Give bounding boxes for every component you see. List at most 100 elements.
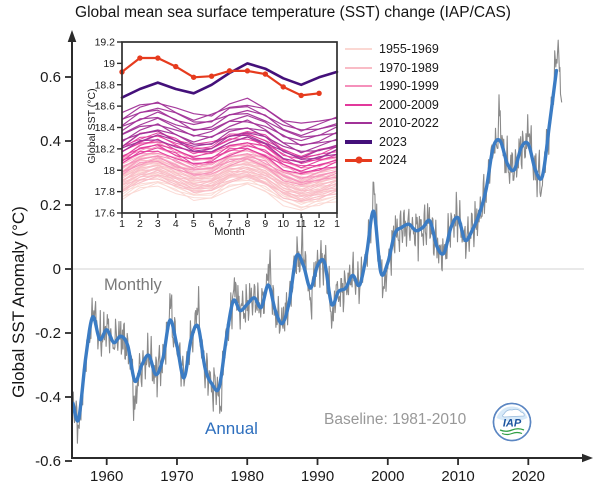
inset-line-2010-2022-2 [121, 130, 338, 159]
iap-logo-text: IAP [503, 418, 522, 430]
legend-line [345, 103, 372, 106]
legend-line [345, 122, 372, 125]
inset-y-tick-label: 18.4 [95, 122, 116, 134]
legend-line-swatch [345, 122, 372, 125]
inset-2024-marker [155, 55, 161, 61]
inset-2024-marker [173, 63, 179, 70]
inset-line-1990-1999-2 [121, 155, 338, 184]
legend-label: 2024 [379, 153, 407, 168]
main-x-tick-label: 1970 [160, 468, 193, 485]
y-axis-arrow-icon [67, 30, 77, 42]
inset-line-1970-1989-0 [121, 175, 338, 203]
legend-row-1955-1969: 1955-1969 [345, 40, 439, 59]
legend-label: 2010-2022 [379, 116, 439, 131]
iap-logo: IAP [492, 402, 532, 442]
inset-x-tick-label: 9 [262, 218, 268, 230]
inset-line-2000-2009-1 [121, 147, 338, 173]
legend-line-swatch [345, 66, 372, 69]
legend-line [345, 85, 372, 88]
main-y-tick-label: -0.4 [35, 389, 61, 406]
legend-line [345, 66, 372, 69]
x-axis-arrow-icon [582, 453, 593, 463]
iap-logo-wave-1 [499, 428, 525, 432]
inset-y-tick-label: 17.8 [95, 186, 116, 198]
legend-row-2023: 2023 [345, 133, 439, 152]
inset-y-tick-label: 19.2 [95, 37, 116, 49]
annual-line [71, 68, 559, 423]
inset-y-tick-label: 18.6 [95, 101, 116, 113]
inset-2024-marker [244, 68, 251, 74]
inset-x-tick-label: 3 [155, 218, 161, 230]
inset-y-tick-label: 18.2 [95, 143, 116, 155]
main-x-tick-label: 1980 [231, 468, 264, 485]
monthly-series-label: Monthly [104, 276, 162, 294]
inset-line-2010-2022-7 [121, 114, 338, 142]
inset-line-1970-1989-14 [121, 156, 338, 184]
inset-line-1970-1989-4 [121, 169, 338, 200]
inset-y-tick-label: 19 [103, 58, 115, 70]
inset-x-tick-label: 12 [313, 218, 325, 230]
inset-x-tick-label: 1 [334, 218, 340, 230]
main-y-tick-label: -0.2 [35, 325, 61, 342]
main-x-tick-label: 1990 [301, 468, 334, 485]
inset-line-2010-2022-9 [121, 109, 338, 137]
inset-x-tick-label: 10 [277, 218, 289, 230]
baseline-note: Baseline: 1981-2010 [324, 411, 467, 428]
legend-label: 1955-1969 [379, 42, 439, 57]
inset-2024-marker [190, 74, 197, 80]
legend-row-1990-1999: 1990-1999 [345, 77, 439, 96]
legend-line-swatch [345, 103, 372, 106]
inset-line-2000-2009-4 [121, 138, 338, 169]
legend-line-swatch [345, 140, 372, 144]
inset-x-tick-label: 1 [119, 218, 125, 230]
inset-line-2000-2009-3 [121, 142, 338, 167]
inset-line-1970-1989-5 [121, 169, 338, 195]
legend-line-swatch [345, 85, 372, 88]
inset-line-1955-1969-4 [121, 176, 338, 205]
inset-line-1955-1969-0 [121, 183, 338, 211]
inset-line-1990-1999-4 [121, 150, 338, 180]
main-x-tick-label: 2010 [441, 468, 474, 485]
legend-row-2024: 2024 [345, 151, 439, 170]
inset-legend: 1955-1969 1970-1989 1990-1999 2000-2009 2010… [345, 40, 439, 170]
inset-line-2010-2022-5 [121, 119, 338, 146]
legend-label: 1990-1999 [379, 79, 439, 94]
inset-line-1970-1989-6 [121, 167, 338, 197]
legend-line-swatch [345, 156, 372, 164]
legend-label: 2000-2009 [379, 97, 439, 112]
inset-y-axis-title: Global SST (°C) [86, 88, 98, 164]
main-y-tick-label: -0.6 [35, 453, 61, 470]
annual-series-label: Annual [205, 419, 258, 438]
inset-2024-marker [298, 92, 304, 99]
inset-line-2010-2022-11 [121, 101, 338, 132]
inset-y-tick-label: 18.8 [95, 79, 116, 91]
inset-line-1970-1989-12 [121, 159, 338, 185]
inset-2024-marker [208, 73, 215, 79]
inset-line-2010-2022-4 [121, 123, 338, 154]
inset-line-1955-1969-1 [121, 182, 338, 208]
inset-line-2010-2022-12 [121, 97, 338, 124]
legend-label: 1970-1989 [379, 60, 439, 75]
inset-line-2000-2009-0 [121, 148, 338, 175]
inset-line-1990-1999-1 [121, 157, 338, 183]
inset-x-tick-label: 11 [296, 218, 307, 230]
iap-logo-cloud-icon [502, 408, 525, 418]
inset-y-tick-label: 17.6 [95, 208, 116, 220]
inset-x-axis-title: Month [214, 226, 245, 238]
inset-x-tick-label: 8 [244, 218, 250, 230]
inset-x-tick-label: 6 [209, 218, 215, 230]
legend-row-2010-2022: 2010-2022 [345, 114, 439, 133]
main-y-tick-label: 0.6 [40, 69, 61, 86]
inset-2024-marker [262, 71, 269, 77]
inset-line-1990-1999-0 [121, 158, 338, 186]
legend-marker-dot-icon [355, 156, 362, 164]
inset-line-2010-2022-0 [121, 136, 338, 164]
main-y-tick-label: 0.2 [40, 197, 61, 214]
legend-line-swatch [345, 48, 372, 51]
main-x-tick-label: 2000 [371, 468, 404, 485]
legend-row-2000-2009: 2000-2009 [345, 96, 439, 115]
main-x-tick-label: 1960 [90, 468, 123, 485]
main-y-axis-title: Global SST Anomaly (°C) [9, 206, 28, 398]
